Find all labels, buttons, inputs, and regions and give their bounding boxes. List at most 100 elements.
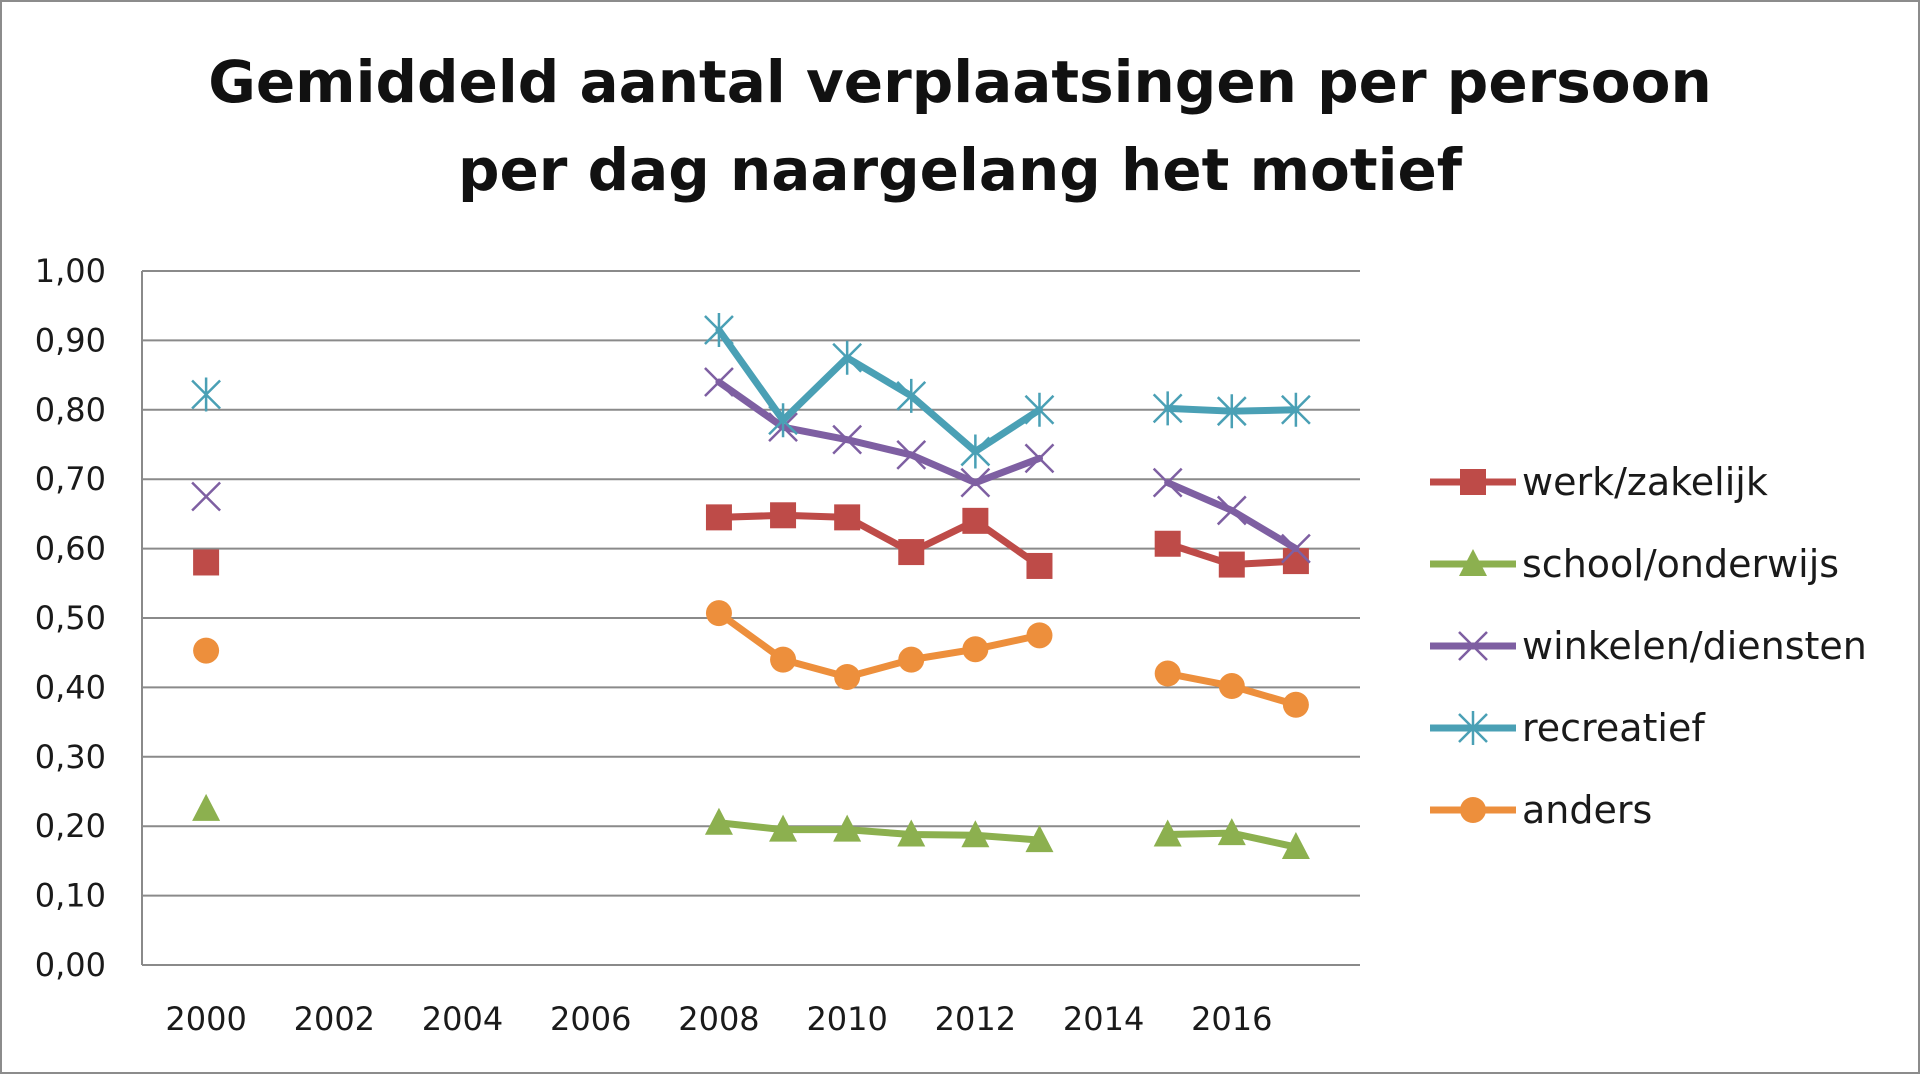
legend-marker — [1458, 711, 1488, 745]
data-point — [898, 646, 925, 673]
data-point — [962, 636, 989, 663]
data-point — [834, 504, 861, 531]
legend-marker — [1460, 797, 1486, 823]
data-point — [191, 481, 221, 512]
data-point — [1154, 530, 1181, 557]
series-line — [715, 326, 1043, 455]
data-point — [898, 539, 925, 566]
data-point — [896, 378, 927, 413]
y-tick-label: 0,10 — [35, 877, 106, 915]
data-point — [962, 507, 989, 534]
data-point — [1154, 660, 1181, 687]
data-point — [770, 646, 797, 673]
y-tick-label: 0,40 — [35, 668, 106, 706]
x-tick-label: 2006 — [550, 1000, 631, 1038]
data-point — [1153, 819, 1182, 847]
data-point — [1218, 673, 1245, 700]
data-point — [1026, 552, 1053, 579]
series-winkelen-diensten — [191, 367, 1311, 564]
series-recreatief — [191, 312, 1311, 469]
data-point — [1218, 551, 1245, 578]
legend-label: werk/zakelijk — [1522, 460, 1768, 504]
data-point — [191, 377, 221, 412]
data-point — [960, 434, 991, 469]
chart-title-line-2: per dag naargelang het motief — [457, 136, 1463, 204]
chart-title: Gemiddeld aantal verplaatsingen per pers… — [0, 38, 1920, 214]
y-tick-label: 0,70 — [35, 460, 106, 498]
data-point — [961, 820, 990, 848]
data-point — [833, 814, 862, 842]
data-point — [192, 793, 221, 821]
data-point — [704, 312, 734, 347]
legend-entry: werk/zakelijk — [1430, 460, 1768, 504]
legend-marker — [1458, 631, 1488, 661]
axes: 0,00 0,10 0,20 0,30 0,40 0,50 0,60 0,70 0,80 0,90… — [35, 252, 1273, 1038]
series-line — [1164, 479, 1300, 553]
data-point — [896, 440, 927, 470]
data-point — [770, 502, 797, 529]
x-tick-label: 2012 — [935, 1000, 1016, 1038]
data-point — [1281, 392, 1311, 427]
legend-entry: winkelen/diensten — [1430, 624, 1867, 668]
data-point — [704, 367, 734, 397]
data-point — [1281, 832, 1310, 860]
data-point — [1282, 548, 1309, 575]
data-point — [1026, 622, 1053, 649]
data-point — [705, 504, 732, 531]
x-tick-label: 2000 — [165, 1000, 246, 1038]
data-point — [1152, 467, 1183, 498]
data-point — [1282, 691, 1309, 718]
legend-label: winkelen/diensten — [1522, 624, 1867, 668]
series-lines — [191, 312, 1311, 860]
data-point — [960, 467, 991, 498]
data-point — [704, 807, 733, 835]
y-tick-label: 0,20 — [35, 807, 106, 845]
series-anders — [193, 600, 1309, 718]
data-point — [1152, 391, 1183, 426]
legend-entry: recreatief — [1430, 706, 1706, 750]
x-tick-label: 2014 — [1063, 1000, 1144, 1038]
series-line — [715, 378, 1043, 487]
data-point — [1281, 533, 1311, 564]
data-point — [1217, 818, 1246, 846]
legend-label: recreatief — [1522, 706, 1706, 750]
chart-title-line-1: Gemiddeld aantal verplaatsingen per pers… — [208, 48, 1712, 116]
y-tick-label: 0,50 — [35, 599, 106, 637]
data-point — [1025, 825, 1054, 853]
legend-entry: school/onderwijs — [1430, 542, 1839, 586]
y-tick-label: 0,00 — [35, 946, 106, 984]
series-werk-zakelijk — [193, 502, 1309, 579]
data-point — [1024, 392, 1055, 427]
data-point — [1216, 495, 1247, 526]
data-point — [1216, 394, 1247, 429]
data-point — [193, 637, 220, 664]
x-tick-label: 2002 — [294, 1000, 375, 1038]
series-line — [715, 609, 1043, 681]
legend-marker — [1460, 469, 1486, 495]
legend-marker — [1459, 549, 1487, 576]
legend: werk/zakelijk school/onderwijs winkelen/di… — [1430, 460, 1867, 832]
x-tick-label: 2004 — [422, 1000, 503, 1038]
data-point — [834, 663, 861, 690]
y-tick-label: 1,00 — [35, 252, 106, 290]
x-tick-label: 2008 — [678, 1000, 759, 1038]
data-point — [769, 814, 798, 842]
y-tick-label: 0,60 — [35, 530, 106, 568]
series-line — [715, 511, 1043, 570]
data-point — [897, 819, 926, 847]
data-point — [832, 424, 863, 455]
y-tick-label: 0,80 — [35, 391, 106, 429]
x-tick-label: 2016 — [1191, 1000, 1272, 1038]
data-point — [193, 549, 220, 576]
legend-label: school/onderwijs — [1522, 542, 1839, 586]
y-tick-label: 0,90 — [35, 321, 106, 359]
data-point — [832, 340, 863, 375]
x-tick-label: 2010 — [806, 1000, 887, 1038]
data-point — [705, 600, 732, 627]
series-school-onderwijs — [192, 793, 1310, 860]
data-point — [768, 403, 798, 438]
series-line — [715, 819, 1043, 844]
y-tick-label: 0,30 — [35, 738, 106, 776]
legend-entry: anders — [1430, 788, 1652, 832]
